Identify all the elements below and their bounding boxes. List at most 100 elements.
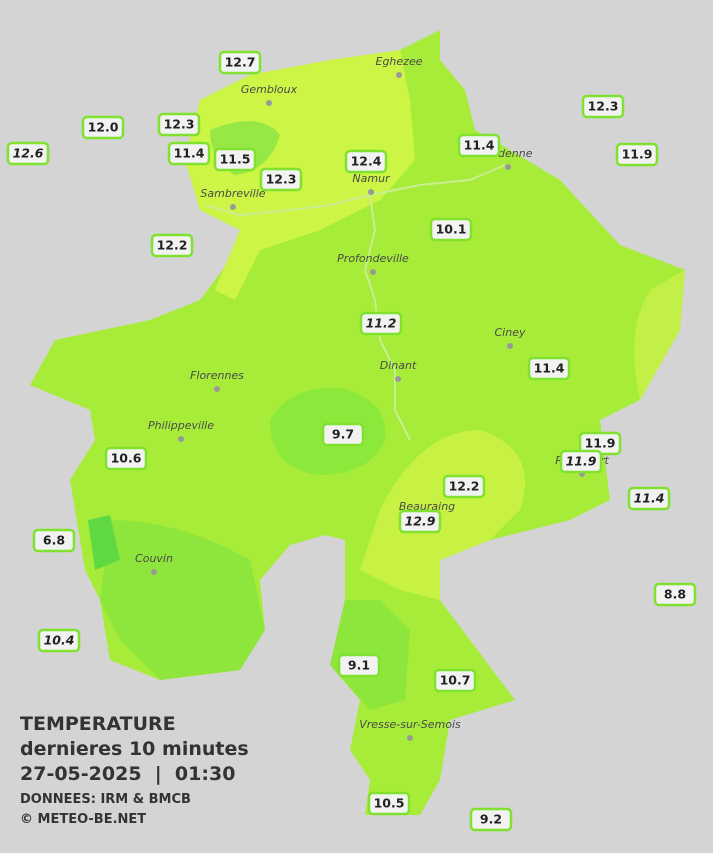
station: 11.9	[615, 142, 659, 167]
station-reading: 11.2	[366, 316, 397, 331]
town-dot	[151, 569, 157, 575]
station: 10.6	[104, 446, 148, 471]
town-name: Couvin	[135, 552, 173, 565]
station: 12.0	[81, 115, 125, 140]
station-box	[150, 233, 194, 258]
station-reading: 11.4	[634, 491, 665, 506]
station: 11.4	[167, 141, 211, 166]
station-reading: 12.3	[588, 99, 619, 114]
town-name: Vresse-sur-Semois	[359, 718, 461, 731]
legend-credit: © METEO-BE.NET	[20, 812, 146, 827]
station-box	[104, 446, 148, 471]
station: 6.8	[32, 528, 76, 553]
station-box	[167, 141, 211, 166]
town-name: Profondeville	[337, 252, 409, 265]
station-reading: 11.9	[585, 436, 616, 451]
station: 10.4	[37, 628, 81, 653]
station: 11.9	[578, 431, 622, 456]
town-dot	[505, 164, 511, 170]
station: 11.9	[559, 449, 603, 474]
station-reading: 11.4	[534, 361, 565, 376]
station-reading: 12.6	[13, 146, 44, 161]
station-reading: 12.3	[164, 117, 195, 132]
town-name: Dinant	[380, 359, 417, 372]
station-reading: 12.9	[405, 514, 436, 529]
town-dot	[266, 100, 272, 106]
town-dot	[368, 189, 374, 195]
station-box	[344, 149, 388, 174]
station-box	[653, 582, 697, 607]
station-reading: 9.7	[332, 427, 354, 442]
station-box	[429, 217, 473, 242]
station: 10.7	[433, 668, 477, 693]
station: 12.3	[157, 112, 201, 137]
legend-subtitle: dernieres 10 minutes	[20, 738, 249, 760]
station-box	[321, 422, 365, 447]
station-box	[32, 528, 76, 553]
station-box	[157, 112, 201, 137]
station-reading: 11.4	[464, 138, 495, 153]
town-name: Namur	[352, 172, 391, 185]
station-box	[218, 50, 262, 75]
warm-zone	[634, 270, 685, 400]
station: 12.4	[344, 149, 388, 174]
town-dot	[407, 735, 413, 741]
station-reading: 11.9	[622, 147, 653, 162]
town-name: Philippeville	[148, 419, 214, 432]
station-box	[457, 133, 501, 158]
station-reading: 11.9	[566, 454, 597, 469]
station-box	[259, 167, 303, 192]
town-dot	[214, 386, 220, 392]
station: 8.8	[653, 582, 697, 607]
station-box	[581, 94, 625, 119]
station-box	[527, 356, 571, 381]
station: 10.1	[429, 217, 473, 242]
station: 11.4	[627, 486, 671, 511]
town-dot	[370, 269, 376, 275]
legend-source: DONNEES: IRM & BMCB	[20, 792, 191, 807]
town-name: Ciney	[495, 326, 526, 339]
station-reading: 9.1	[348, 658, 370, 673]
station-box	[81, 115, 125, 140]
town-dot	[396, 72, 402, 78]
station-box	[367, 791, 411, 816]
station: 11.2	[359, 311, 403, 336]
town-name: Eghezee	[376, 55, 423, 68]
cool-zone	[100, 520, 265, 680]
station-box	[213, 147, 257, 172]
station: 11.4	[527, 356, 571, 381]
station: 12.2	[442, 474, 486, 499]
station: 12.3	[259, 167, 303, 192]
station-reading: 11.5	[220, 152, 251, 167]
station-box	[442, 474, 486, 499]
station-box	[6, 141, 50, 166]
station-reading: 10.6	[111, 451, 142, 466]
town-name: Florennes	[190, 369, 244, 382]
station: 11.5	[213, 147, 257, 172]
station: 12.3	[581, 94, 625, 119]
legend-datetime: 27-05-2025 | 01:30	[20, 763, 235, 785]
station: 12.6	[6, 141, 50, 166]
station-box	[559, 449, 603, 474]
town-dot	[178, 436, 184, 442]
legend-title: TEMPERATURE	[20, 713, 176, 735]
town-dot	[230, 204, 236, 210]
station-box	[433, 668, 477, 693]
station: 10.5	[367, 791, 411, 816]
town-name: Gembloux	[241, 83, 298, 96]
station-reading: 9.2	[480, 812, 502, 827]
station-box	[627, 486, 671, 511]
station-box	[37, 628, 81, 653]
station-reading: 12.3	[266, 172, 297, 187]
station-reading: 8.8	[664, 587, 686, 602]
station-box	[469, 807, 513, 832]
station-reading: 6.8	[43, 533, 65, 548]
station: 11.4	[457, 133, 501, 158]
station-reading: 12.7	[225, 55, 256, 70]
station-box	[359, 311, 403, 336]
station: 9.2	[469, 807, 513, 832]
warm-zone	[360, 430, 525, 600]
station: 9.7	[321, 422, 365, 447]
town-dot	[395, 376, 401, 382]
